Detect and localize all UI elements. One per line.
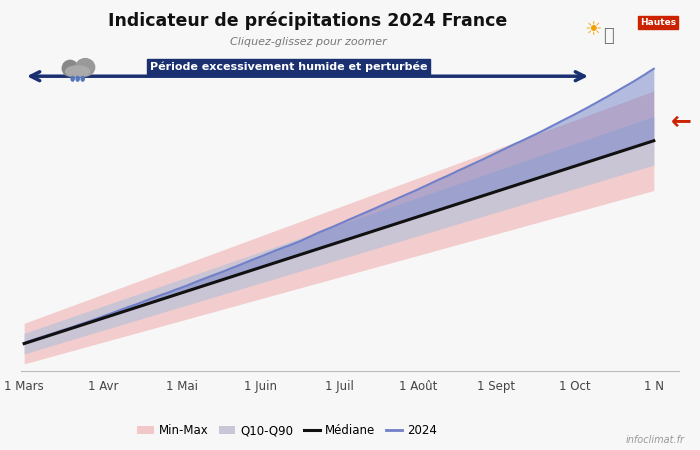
- Text: ⛅: ⛅: [603, 27, 615, 45]
- 2024: [436, 176, 445, 182]
- 2024: [215, 270, 223, 276]
- Médiane: [436, 207, 445, 212]
- Médiane: [20, 341, 28, 346]
- Ellipse shape: [66, 66, 90, 77]
- 2024: [631, 78, 639, 83]
- Line: Médiane: Médiane: [24, 141, 654, 344]
- Text: ←: ←: [671, 109, 692, 134]
- Ellipse shape: [76, 58, 94, 76]
- Médiane: [215, 278, 223, 284]
- 2024: [650, 66, 658, 72]
- Text: Indicateur de précipitations 2024 France: Indicateur de précipitations 2024 France: [108, 11, 507, 30]
- Text: infoclimat.fr: infoclimat.fr: [626, 435, 685, 445]
- Ellipse shape: [76, 76, 79, 81]
- Ellipse shape: [71, 76, 74, 81]
- Ellipse shape: [62, 60, 78, 76]
- Text: Hautes: Hautes: [640, 18, 676, 27]
- 2024: [323, 227, 331, 232]
- Text: Période excessivement humide et perturbée: Période excessivement humide et perturbé…: [150, 62, 428, 72]
- Médiane: [631, 144, 639, 149]
- Line: 2024: 2024: [24, 69, 654, 343]
- Médiane: [650, 138, 658, 144]
- 2024: [623, 83, 631, 88]
- 2024: [20, 340, 28, 346]
- Médiane: [623, 147, 631, 152]
- Ellipse shape: [81, 76, 84, 81]
- Legend: Min-Max, Q10-Q90, Médiane, 2024: Min-Max, Q10-Q90, Médiane, 2024: [132, 419, 442, 442]
- Médiane: [573, 163, 582, 168]
- Médiane: [323, 243, 331, 249]
- Text: Cliquez-glissez pour zoomer: Cliquez-glissez pour zoomer: [230, 37, 386, 47]
- 2024: [573, 110, 582, 116]
- Text: ☀: ☀: [585, 20, 602, 39]
